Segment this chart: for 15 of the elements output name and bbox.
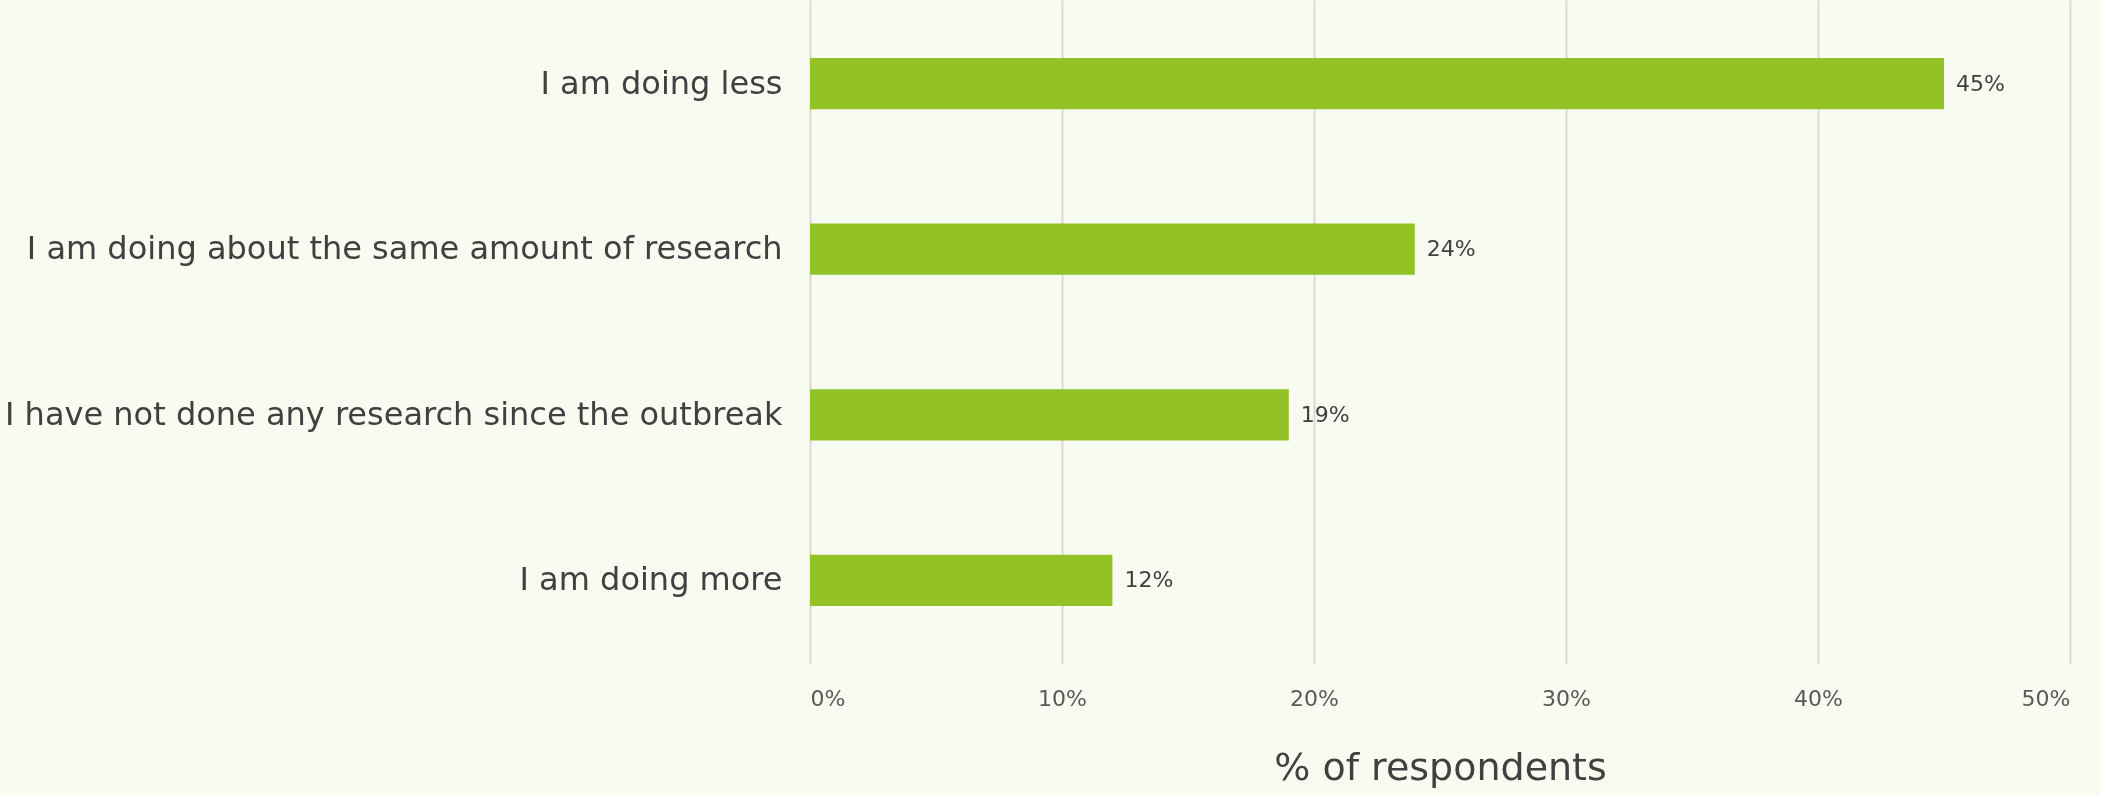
x-tick-label: 40% — [1794, 685, 1843, 711]
data-label: 24% — [1426, 236, 1476, 262]
x-tick-label: 30% — [1542, 685, 1591, 711]
data-label: 19% — [1300, 401, 1350, 427]
x-tick-label: 50% — [2021, 685, 2071, 711]
x-axis-title: % of respondents — [1274, 744, 1607, 789]
x-tick-label: 0% — [810, 685, 846, 711]
x-tick-label: 20% — [1290, 685, 1339, 711]
y-tick-label: I have not done any research since the outbreak — [5, 394, 783, 433]
x-tick-label: 10% — [1038, 685, 1087, 711]
y-tick-label: I am doing about the same amount of research — [26, 229, 783, 268]
y-tick-label: I am doing less — [540, 63, 783, 102]
data-label: 45% — [1956, 70, 2005, 96]
y-tick-label: I am doing more — [519, 560, 783, 599]
data-label: 12% — [1124, 567, 1174, 593]
